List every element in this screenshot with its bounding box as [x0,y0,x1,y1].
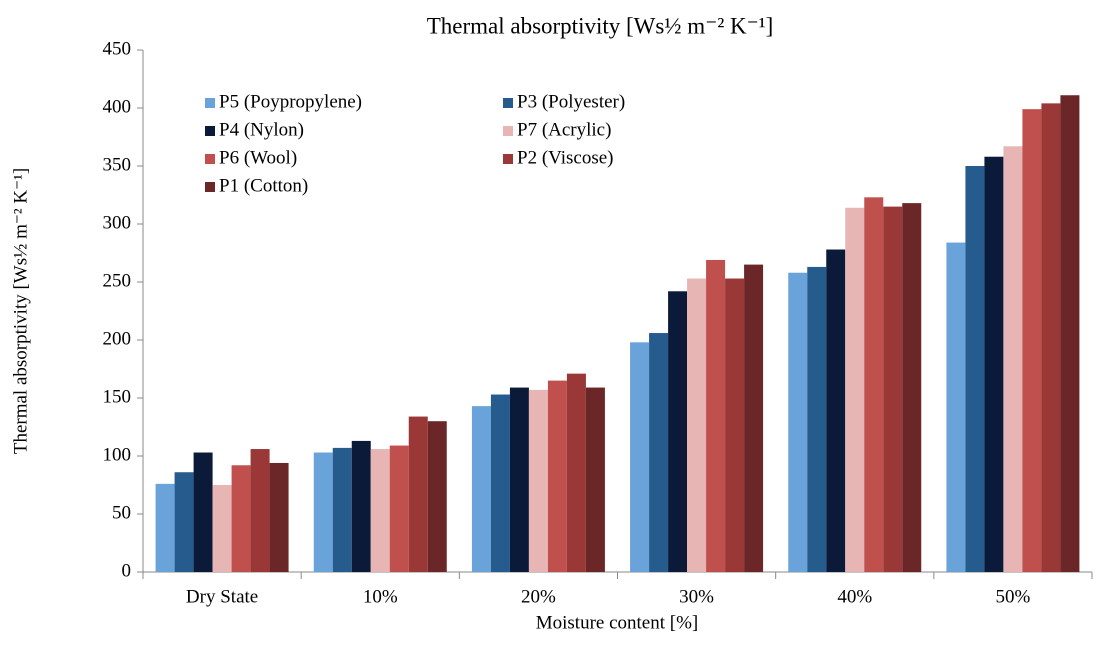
bar [547,380,567,572]
y-tick-label: 100 [103,444,132,465]
y-tick-label: 450 [103,38,132,59]
x-tick-label: 20% [521,586,556,607]
bar [1003,146,1023,572]
legend-label: P1 (Cotton) [219,175,308,196]
bar [668,291,688,572]
legend-label: P4 (Nylon) [219,119,304,140]
bar [788,272,808,572]
chart-title: Thermal absorptivity [Ws½ m⁻² K⁻¹] [427,13,774,38]
legend-label: P2 (Viscose) [517,147,613,168]
y-tick-label: 400 [103,96,132,117]
bar [389,445,409,572]
bar [807,266,827,572]
legend-swatch [205,154,215,164]
bar [332,447,352,572]
bar [1022,109,1042,572]
bar [370,449,390,572]
bar [725,278,745,572]
legend-label: P5 (Poypropylene) [219,91,362,112]
bar [528,389,548,572]
y-tick-label: 200 [103,328,132,349]
bar [471,406,491,572]
bar [566,373,586,572]
y-axis-label: Thermal absorptivity [Ws½ m⁻² K⁻¹] [10,168,31,454]
bar [231,465,251,572]
legend-swatch [205,98,215,108]
bar [155,483,175,572]
bar [687,278,707,572]
legend-swatch [205,126,215,136]
bar [427,421,447,572]
bar [883,206,903,572]
y-tick-label: 0 [122,560,132,581]
x-tick-label: 30% [679,586,714,607]
legend-swatch [503,98,513,108]
x-tick-label: 10% [363,586,398,607]
legend-label: P3 (Polyester) [517,91,625,112]
bar [649,333,669,572]
bar [490,394,510,572]
bar [744,264,764,572]
bar [313,452,333,572]
bar [946,242,966,572]
legend-swatch [205,182,215,192]
y-tick-label: 50 [112,502,131,523]
y-tick-label: 350 [103,154,132,175]
bar [193,452,213,572]
bar [1060,95,1080,573]
y-tick-label: 150 [103,386,132,407]
bar [706,259,726,572]
bar [250,449,270,572]
legend-swatch [503,154,513,164]
x-tick-label: Dry State [186,586,258,607]
legend-label: P7 (Acrylic) [517,119,611,140]
x-axis-label: Moisture content [%] [536,612,699,633]
bar [826,249,846,572]
bar [351,440,371,572]
y-tick-label: 250 [103,270,132,291]
bar [965,166,985,572]
bar [984,156,1004,572]
legend-label: P6 (Wool) [219,147,297,168]
bar [269,462,289,572]
bar [864,197,884,572]
legend-swatch [503,126,513,136]
bar [408,416,428,572]
bar [509,387,529,572]
x-tick-label: 50% [996,586,1031,607]
bar [174,472,194,572]
bar [902,203,922,572]
bar [845,207,865,572]
bar [630,342,650,572]
bar [212,485,232,572]
x-tick-label: 40% [837,586,872,607]
y-tick-label: 300 [103,212,132,233]
bar [585,387,605,572]
bar [1041,103,1061,573]
